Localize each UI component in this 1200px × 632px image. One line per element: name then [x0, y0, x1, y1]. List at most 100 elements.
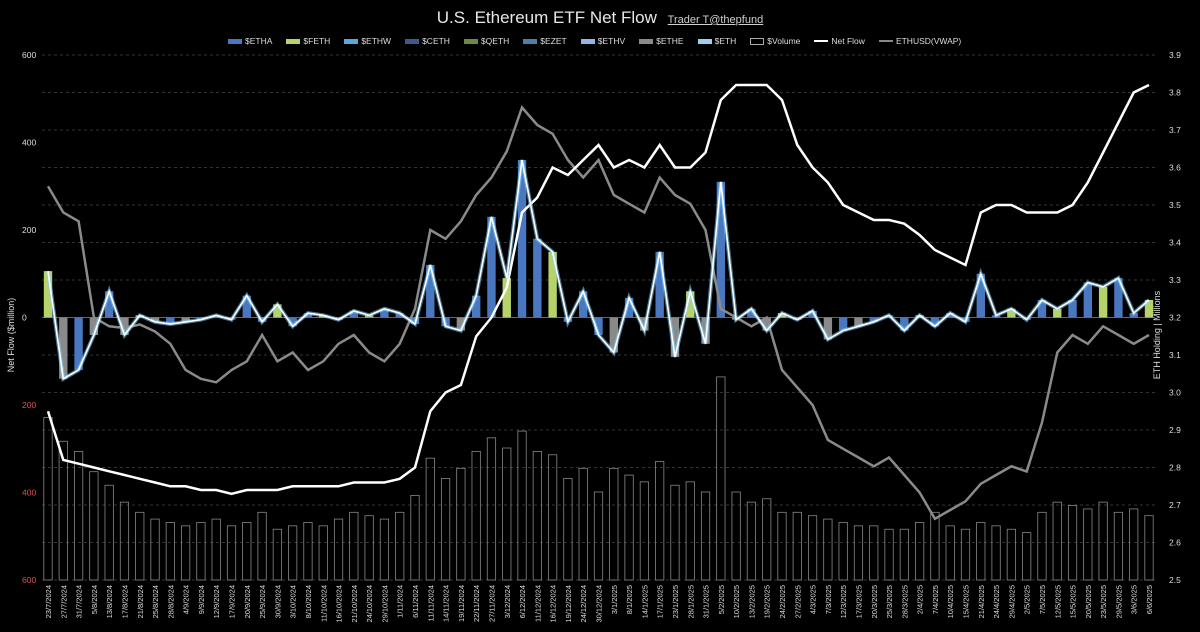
volume-bar [318, 525, 328, 581]
flow-bar [976, 273, 985, 318]
y2-tick-label: 3.8 [1169, 88, 1181, 98]
flow-bar [609, 317, 618, 353]
legend-swatch [286, 38, 301, 44]
x-tick-label: 17/9/2024 [228, 585, 237, 618]
x-tick-label: 19/11/2024 [457, 585, 466, 622]
x-tick-label: 23/5/2025 [1099, 585, 1108, 618]
x-tick-label: 19/2/2025 [763, 585, 772, 618]
volume-bar [563, 478, 573, 581]
legend-swatch [228, 38, 242, 44]
volume-bar [165, 522, 175, 581]
volume-bar [655, 461, 665, 581]
volume-bar [410, 494, 420, 581]
volume-bar [471, 450, 481, 581]
x-tick-label: 3/12/2024 [503, 585, 512, 618]
credit-link[interactable]: Trader T@thepfund [667, 14, 764, 26]
volume-bar [823, 518, 833, 581]
y2-tick-label: 3.2 [1169, 313, 1181, 323]
volume-bar [517, 430, 527, 581]
flow-bar [869, 317, 878, 322]
volume-bar [104, 484, 114, 581]
flow-bar [166, 317, 175, 325]
x-tick-label: 11/11/2024 [426, 585, 435, 621]
y2-tick-label: 2.8 [1169, 463, 1181, 473]
legend-item-2: $ETHW [344, 36, 391, 46]
x-tick-label: 12/3/2025 [839, 585, 848, 618]
x-tick-label: 4/9/2024 [182, 585, 191, 614]
x-tick-label: 28/3/2025 [900, 585, 909, 618]
flow-bar [288, 317, 297, 327]
y-tick-label: 600 [22, 575, 36, 585]
volume-bar [1067, 505, 1078, 581]
x-tick-label: 27/2/2025 [793, 585, 802, 618]
axes: 3.9 3.8 3.7 3.6 3.5 3.4 3.3 3.2 3.1 3.0 2.9 2.8 2.7 2… [22, 50, 1181, 623]
volume-bar [272, 528, 282, 581]
x-tick-label: 29/4/2025 [1007, 585, 1016, 618]
y2-tick-label: 3.0 [1169, 388, 1181, 398]
y2-tick-label: 3.1 [1169, 350, 1181, 360]
x-tick-label: 12/5/2025 [1053, 585, 1062, 618]
flow-bar [273, 304, 282, 318]
flow-bar [1068, 300, 1077, 318]
x-tick-label: 31/7/2024 [75, 585, 84, 618]
volume-bar [731, 491, 741, 581]
flow-bar [1083, 282, 1093, 318]
x-tick-label: 10/4/2025 [946, 585, 955, 618]
legend-swatch [878, 40, 893, 42]
legend-label: ETHUSD(VWAP) [895, 36, 962, 46]
flow-bar [517, 160, 527, 318]
volume-bar [899, 528, 909, 581]
flow-bar [823, 317, 833, 340]
x-tick-label: 22/11/2024 [472, 585, 481, 622]
eth-holding-line [46, 83, 1150, 496]
y2-tick-label: 3.5 [1169, 200, 1181, 210]
volume-bar [1022, 532, 1032, 581]
y-tick-label: 600 [22, 50, 36, 60]
volume-bar [624, 474, 634, 581]
legend-item-8: $ETH [697, 36, 736, 46]
ethusd-vwap-line [46, 105, 1150, 521]
x-tick-label: 14/11/2024 [442, 585, 451, 622]
x-tick-label: 24/4/2025 [992, 585, 1001, 618]
x-tick-label: 17/8/2024 [120, 585, 129, 618]
volume-bar [838, 522, 848, 581]
volume-bar [211, 518, 221, 581]
x-tick-label: 9/9/2024 [197, 585, 206, 614]
x-tick-label: 20/9/2024 [243, 585, 252, 618]
volume-bar [853, 525, 864, 581]
x-tick-label: 7/4/2025 [931, 585, 940, 614]
x-tick-label: 2/5/2025 [1023, 585, 1032, 614]
volume-bar [333, 518, 344, 581]
legend-item-5: $EZET [523, 36, 567, 46]
volume-bar [884, 528, 894, 581]
volume-bar [242, 522, 252, 581]
volume-bar [869, 525, 879, 581]
y2-tick-label: 3.9 [1169, 50, 1181, 60]
flow-bar [838, 317, 848, 331]
net-flow-line [47, 159, 1150, 381]
x-tick-label: 27/11/2024 [487, 585, 496, 622]
y2-tick-label: 3.6 [1169, 163, 1181, 173]
volume-bar [288, 525, 298, 581]
legend-swatch [463, 38, 478, 44]
volume-bar [945, 525, 955, 581]
flow-bar [349, 310, 359, 318]
x-tick-label: 29/5/2025 [1114, 585, 1123, 618]
x-tick-label: 13/8/2024 [105, 585, 114, 618]
volume-bar [991, 525, 1001, 581]
x-tick-label: 11/12/2024 [533, 585, 542, 622]
flow-bar [380, 308, 389, 318]
x-tick-label: 23/1/2025 [671, 585, 680, 618]
y2-tick-label: 3.7 [1169, 125, 1181, 135]
volume-bar [930, 511, 940, 581]
volume-bar [716, 376, 726, 581]
x-tick-label: 7/5/2025 [1038, 585, 1047, 614]
volume-bar [1098, 501, 1108, 581]
volume-bar [915, 522, 925, 581]
flow-bar [104, 291, 114, 318]
flow-bar [1037, 300, 1047, 318]
volume-bar [379, 518, 390, 581]
volume-bar [1006, 528, 1016, 581]
flow-bar [471, 295, 481, 318]
